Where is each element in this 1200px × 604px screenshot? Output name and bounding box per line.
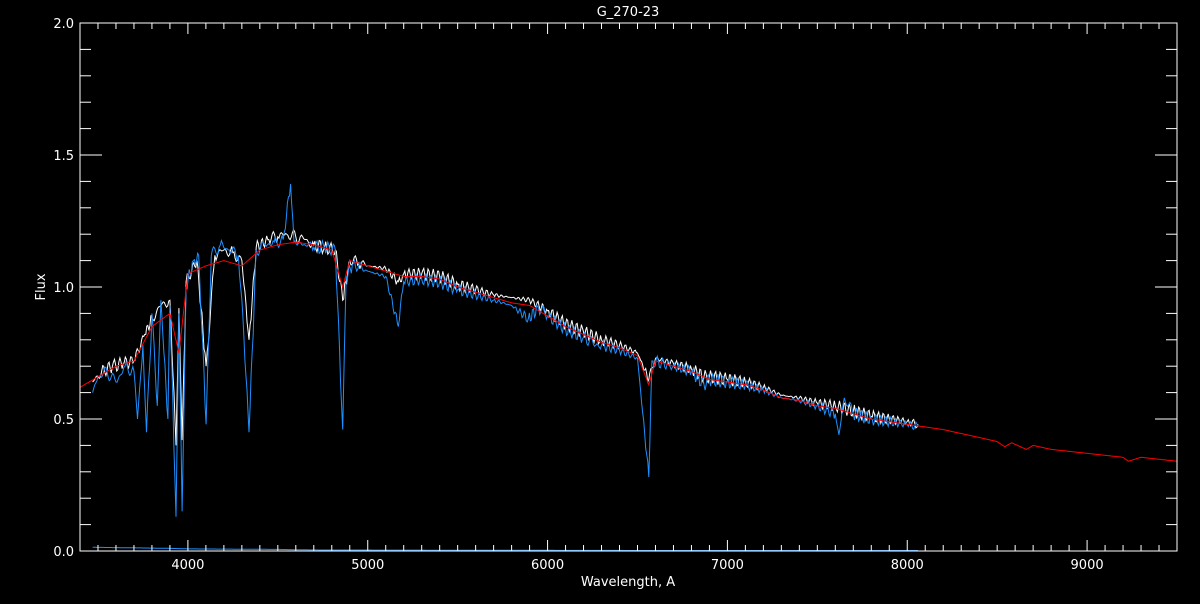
y-tick-label: 1.0 <box>53 281 74 296</box>
x-tick-label: 8000 <box>891 558 924 573</box>
y-tick-label: 0.5 <box>53 413 74 428</box>
x-tick-label: 5000 <box>351 558 384 573</box>
x-axis-label: Wavelength, A <box>581 575 675 590</box>
chart-title: G_270-23 <box>597 5 660 20</box>
y-axis-label: Flux <box>34 273 49 300</box>
series-line-0 <box>92 228 919 446</box>
y-tick-label: 0.0 <box>53 545 74 560</box>
x-tick-label: 4000 <box>171 558 204 573</box>
x-tick-label: 7000 <box>711 558 744 573</box>
x-tick-label: 6000 <box>531 558 564 573</box>
y-tick-label: 1.5 <box>53 149 74 164</box>
series-line-3 <box>92 546 918 551</box>
x-tick-label: 9000 <box>1071 558 1104 573</box>
series-line-1 <box>92 183 919 517</box>
y-tick-label: 2.0 <box>53 17 74 32</box>
series-line-2 <box>80 241 1177 462</box>
